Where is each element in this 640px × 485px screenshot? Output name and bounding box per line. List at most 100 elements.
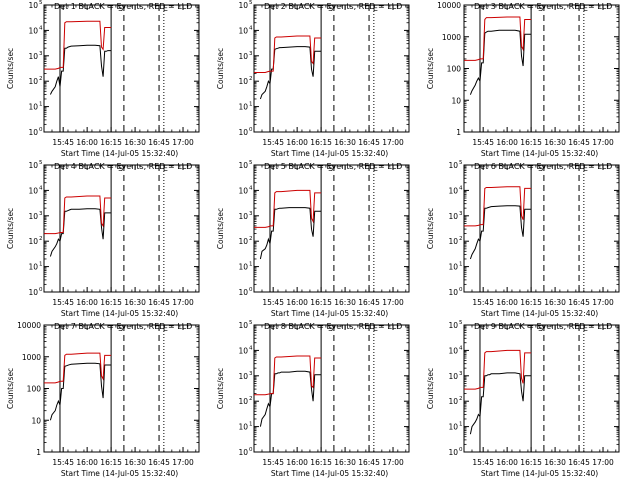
y-tick-exponent: 0 <box>459 447 463 453</box>
marker-letter: S <box>118 164 123 173</box>
y-tick-label: 10 <box>238 288 248 297</box>
panel-title: Det 5 BLACK = Events, RED = LLD <box>264 162 402 171</box>
plot-frame <box>253 4 410 133</box>
x-tick-label: 15:45 <box>52 298 74 307</box>
series-events-line <box>259 207 322 260</box>
x-tick-label: 16:45 <box>358 138 380 147</box>
x-tick-label: 15:45 <box>262 298 284 307</box>
y-tick-exponent: 5 <box>249 0 253 6</box>
x-tick-label: 16:30 <box>334 458 356 467</box>
x-tick-label: 16:45 <box>568 138 590 147</box>
detector-panel-9: Det 9 BLACK = Events, RED = LLD Start Tim… <box>426 320 620 478</box>
x-tick-label: 17:00 <box>382 458 404 467</box>
series-events-line <box>259 370 322 427</box>
plot-frame <box>463 164 620 293</box>
y-tick-exponent: 3 <box>459 371 463 377</box>
x-axis-label: Start Time (14-Jul-05 15:32:40) <box>61 309 178 318</box>
y-tick-label: 1000 <box>442 33 461 42</box>
y-tick-label: 10 <box>28 128 38 137</box>
y-tick-exponent: 2 <box>249 76 253 82</box>
x-axis-label: Start Time (14-Jul-05 15:32:40) <box>271 149 388 158</box>
x-tick-label: 16:45 <box>148 458 170 467</box>
y-tick-exponent: 1 <box>249 102 253 108</box>
y-axis-label: Counts/sec <box>426 48 435 89</box>
marker-letter: E <box>373 324 378 333</box>
x-axis-label: Start Time (14-Jul-05 15:32:40) <box>481 149 598 158</box>
y-tick-label: 10 <box>28 52 38 61</box>
y-tick-label: 1000 <box>22 353 41 362</box>
x-tick-label: 17:00 <box>172 458 194 467</box>
series-events-line <box>49 208 112 257</box>
y-tick-exponent: 1 <box>459 262 463 268</box>
x-tick-label: 16:45 <box>148 138 170 147</box>
panel-title: Det 8 BLACK = Events, RED = LLD <box>264 322 402 331</box>
y-tick-label: 10 <box>238 263 248 272</box>
x-tick-label: 16:15 <box>310 458 332 467</box>
y-axis-label: Counts/sec <box>216 368 225 409</box>
y-tick-label: 100 <box>27 385 42 394</box>
x-tick-label: 16:00 <box>286 458 308 467</box>
y-tick-label: 10 <box>238 448 248 457</box>
y-tick-exponent: 0 <box>249 447 253 453</box>
y-tick-exponent: 4 <box>459 345 463 351</box>
x-tick-label: 16:30 <box>544 138 566 147</box>
y-tick-exponent: 1 <box>459 422 463 428</box>
y-tick-label: 10 <box>448 288 458 297</box>
x-tick-label: 15:45 <box>262 458 284 467</box>
y-tick-exponent: 1 <box>249 422 253 428</box>
x-tick-label: 16:45 <box>148 298 170 307</box>
x-tick-label: 17:00 <box>592 298 614 307</box>
x-tick-label: 16:30 <box>334 138 356 147</box>
detector-panel-2: Det 2 BLACK = Events, RED = LLD Start Tim… <box>216 0 410 158</box>
y-tick-label: 1 <box>36 448 41 457</box>
y-tick-exponent: 1 <box>39 262 43 268</box>
x-tick-label: 16:30 <box>544 298 566 307</box>
y-tick-exponent: 5 <box>249 320 253 326</box>
series-events-line <box>49 44 112 95</box>
y-tick-exponent: 0 <box>39 287 43 293</box>
y-tick-exponent: 2 <box>459 236 463 242</box>
x-tick-label: 16:30 <box>124 458 146 467</box>
y-tick-exponent: 5 <box>39 160 43 166</box>
y-tick-label: 10 <box>28 212 38 221</box>
x-tick-label: 17:00 <box>172 138 194 147</box>
y-tick-label: 10 <box>31 416 41 425</box>
y-tick-exponent: 2 <box>459 396 463 402</box>
y-tick-exponent: 0 <box>249 127 253 133</box>
y-axis-label: Counts/sec <box>6 368 15 409</box>
x-tick-label: 16:00 <box>76 298 98 307</box>
x-tick-label: 16:15 <box>100 298 122 307</box>
x-tick-label: 16:00 <box>286 138 308 147</box>
series-lld-line <box>464 349 532 390</box>
plot-frame <box>43 324 200 453</box>
y-tick-label: 10 <box>238 128 248 137</box>
detector-panel-4: Det 4 BLACK = Events, RED = LLD Start Tim… <box>6 160 200 318</box>
series-lld-line <box>254 355 322 396</box>
x-tick-label: 16:30 <box>334 298 356 307</box>
x-tick-label: 16:30 <box>124 138 146 147</box>
y-tick-label: 10 <box>28 161 38 170</box>
x-tick-label: 16:15 <box>520 298 542 307</box>
x-axis-label: Start Time (14-Jul-05 15:32:40) <box>271 309 388 318</box>
y-axis-label: Counts/sec <box>6 208 15 249</box>
series-lld-line <box>464 186 532 227</box>
y-tick-label: 10000 <box>437 1 461 10</box>
y-tick-exponent: 4 <box>249 345 253 351</box>
marker-letter: E <box>373 4 378 13</box>
y-axis-label: Counts/sec <box>426 208 435 249</box>
y-tick-exponent: 3 <box>249 51 253 57</box>
x-tick-label: 17:00 <box>172 298 194 307</box>
marker-letter: E <box>163 164 168 173</box>
y-tick-exponent: 1 <box>249 262 253 268</box>
y-tick-exponent: 3 <box>459 211 463 217</box>
series-lld-line <box>44 20 112 70</box>
y-tick-label: 10 <box>448 321 458 330</box>
y-tick-label: 10 <box>448 372 458 381</box>
y-tick-exponent: 5 <box>249 160 253 166</box>
x-tick-label: 16:30 <box>544 458 566 467</box>
x-tick-label: 16:30 <box>124 298 146 307</box>
y-tick-label: 10 <box>28 237 38 246</box>
x-tick-label: 16:00 <box>496 138 518 147</box>
y-tick-label: 10 <box>28 186 38 195</box>
